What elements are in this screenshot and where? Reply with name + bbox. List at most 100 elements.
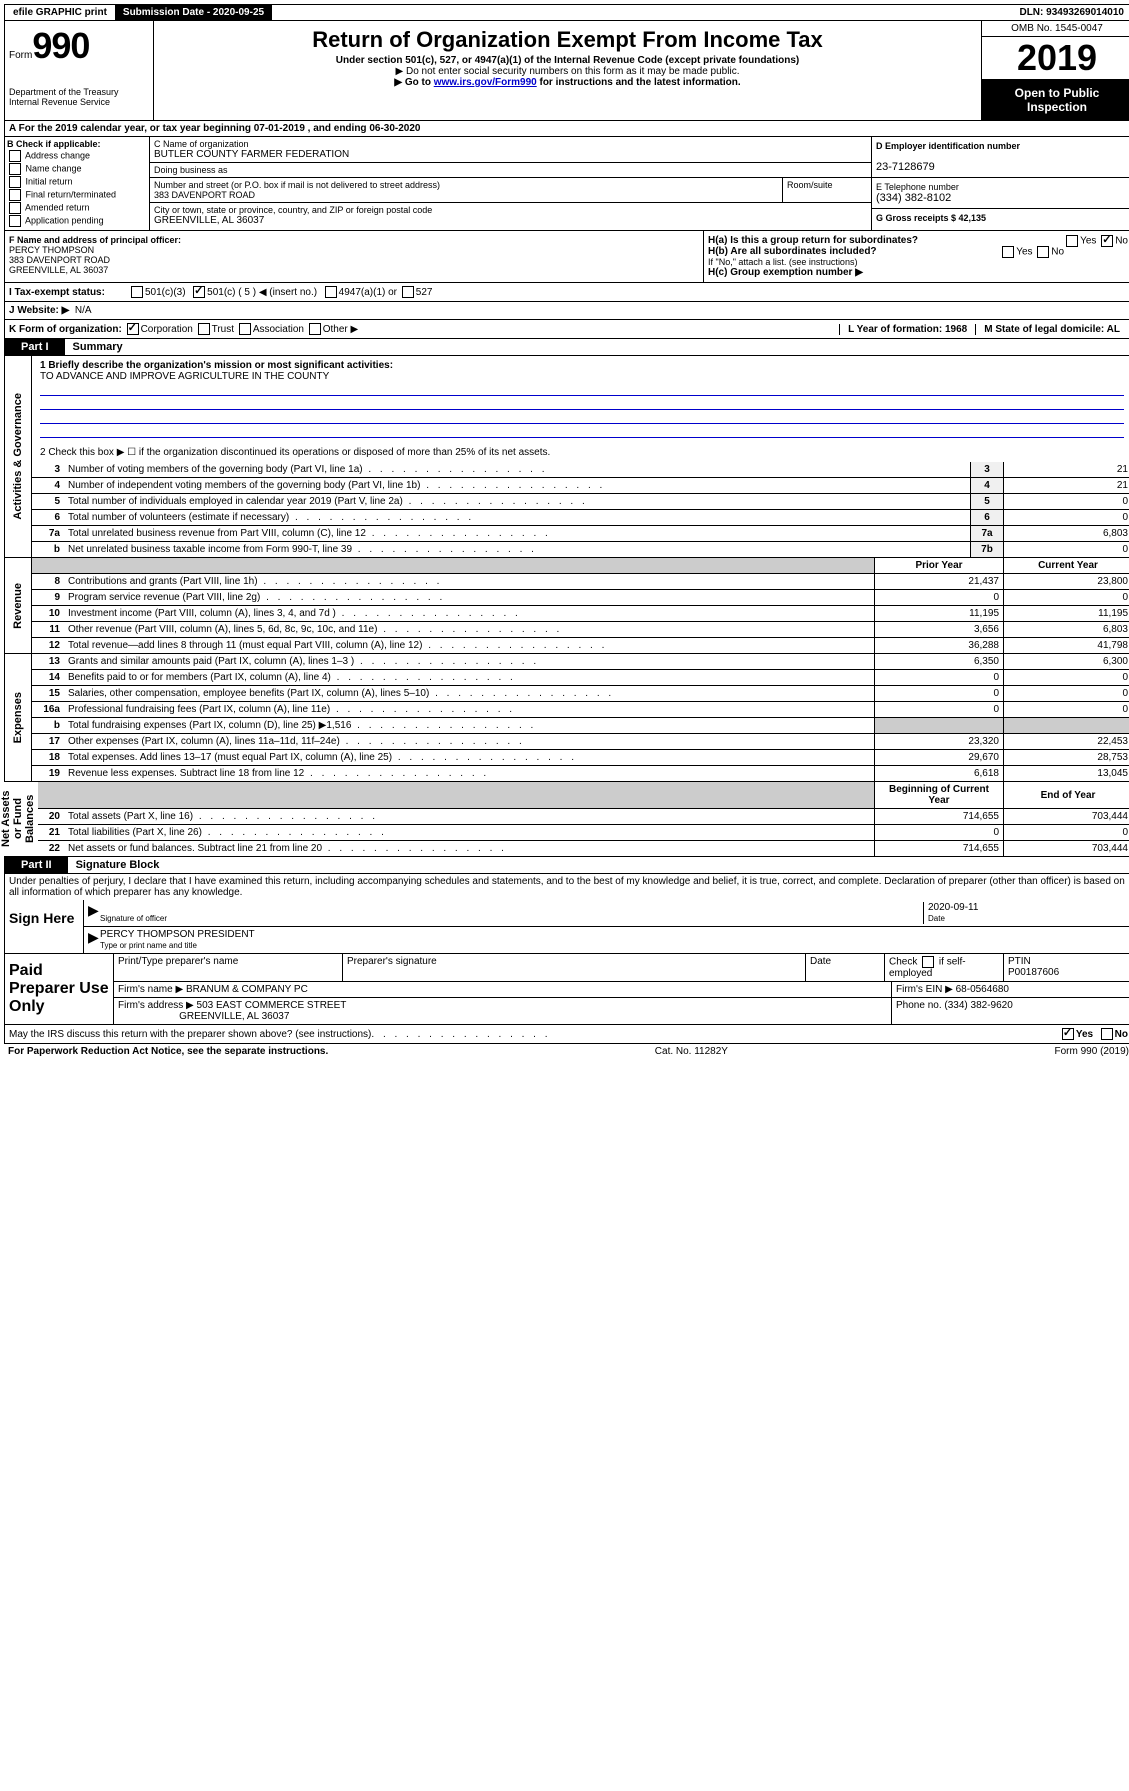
ptin-value: P00187606 bbox=[1008, 967, 1059, 978]
side-expenses: Expenses bbox=[10, 688, 26, 747]
check-corp[interactable] bbox=[127, 323, 139, 335]
note-2-pre: ▶ Go to bbox=[394, 77, 433, 88]
prep-sig-label: Preparer's signature bbox=[343, 954, 806, 981]
discuss-row: May the IRS discuss this return with the… bbox=[4, 1025, 1129, 1044]
footer-left: For Paperwork Reduction Act Notice, see … bbox=[8, 1046, 328, 1057]
firm-city: GREENVILLE, AL 36037 bbox=[179, 1011, 289, 1022]
firm-name: BRANUM & COMPANY PC bbox=[186, 984, 308, 995]
firm-name-label: Firm's name ▶ bbox=[118, 984, 183, 995]
sig-name-label: Type or print name and title bbox=[100, 941, 197, 950]
form-header: Form990 Department of the Treasury Inter… bbox=[4, 21, 1129, 121]
c-label: C Name of organization bbox=[154, 139, 249, 149]
form-subtitle: Under section 501(c), 527, or 4947(a)(1)… bbox=[158, 55, 977, 66]
open-public-badge: Open to Public Inspection bbox=[982, 80, 1129, 120]
top-bar: efile GRAPHIC print Submission Date - 20… bbox=[4, 4, 1129, 21]
dept-label: Department of the Treasury Internal Reve… bbox=[9, 87, 149, 107]
l-label: L Year of formation: 1968 bbox=[839, 324, 975, 335]
ha-yes[interactable] bbox=[1066, 235, 1078, 247]
klm-row: K Form of organization: Corporation Trus… bbox=[4, 320, 1129, 339]
discuss-no[interactable] bbox=[1101, 1028, 1113, 1040]
part-i-title: Summary bbox=[65, 339, 131, 355]
governance-section: Activities & Governance 1 Briefly descri… bbox=[4, 356, 1129, 558]
check-self-employed[interactable] bbox=[922, 956, 934, 968]
check-assoc[interactable] bbox=[239, 323, 251, 335]
net-assets-table: Beginning of Current YearEnd of Year20 T… bbox=[32, 782, 1129, 856]
check-amended[interactable] bbox=[9, 202, 21, 214]
col-b-title: B Check if applicable: bbox=[7, 139, 101, 149]
efile-label[interactable]: efile GRAPHIC print bbox=[5, 5, 115, 20]
ein: 23-7128679 bbox=[876, 161, 935, 173]
check-501c[interactable] bbox=[193, 286, 205, 298]
check-final[interactable] bbox=[9, 189, 21, 201]
e-label: E Telephone number bbox=[876, 182, 959, 192]
footer-right: Form 990 (2019) bbox=[1055, 1046, 1129, 1057]
check-527[interactable] bbox=[402, 286, 414, 298]
hc-label: H(c) Group exemption number ▶ bbox=[708, 267, 1128, 278]
page-footer: For Paperwork Reduction Act Notice, see … bbox=[4, 1044, 1129, 1059]
expenses-table: 13 Grants and similar amounts paid (Part… bbox=[32, 654, 1129, 781]
city-label: City or town, state or province, country… bbox=[154, 205, 432, 215]
hb-note: If "No," attach a list. (see instruction… bbox=[708, 257, 1128, 267]
ptin-label: PTIN bbox=[1008, 956, 1031, 967]
part-ii-tab: Part II bbox=[5, 857, 68, 873]
submission-button[interactable]: Submission Date - 2020-09-25 bbox=[115, 5, 272, 20]
irs-link[interactable]: www.irs.gov/Form990 bbox=[434, 77, 537, 88]
website-value: N/A bbox=[75, 305, 92, 316]
tax-year: 2019 bbox=[982, 37, 1129, 80]
firm-phone-label: Phone no. bbox=[896, 1000, 942, 1011]
paid-label: Paid Preparer Use Only bbox=[5, 954, 114, 1024]
revenue-section: Revenue Prior YearCurrent Year8 Contribu… bbox=[4, 558, 1129, 654]
part-i-header: Part I Summary bbox=[4, 339, 1129, 356]
check-4947[interactable] bbox=[325, 286, 337, 298]
q1-label: 1 Briefly describe the organization's mi… bbox=[40, 360, 1124, 371]
sig-date: 2020-09-11 bbox=[928, 902, 978, 913]
side-governance: Activities & Governance bbox=[10, 389, 26, 524]
side-revenue: Revenue bbox=[10, 579, 26, 633]
f-label: F Name and address of principal officer: bbox=[9, 235, 181, 245]
sig-name: PERCY THOMPSON PRESIDENT bbox=[100, 929, 255, 940]
part-ii-title: Signature Block bbox=[68, 857, 168, 873]
org-city: GREENVILLE, AL 36037 bbox=[154, 215, 264, 226]
sig-date-label: Date bbox=[928, 914, 945, 923]
check-initial[interactable] bbox=[9, 176, 21, 188]
ha-no[interactable] bbox=[1101, 235, 1113, 247]
prep-name-label: Print/Type preparer's name bbox=[114, 954, 343, 981]
sign-here-label: Sign Here bbox=[5, 900, 84, 953]
check-trust[interactable] bbox=[198, 323, 210, 335]
addr-label: Number and street (or P.O. box if mail i… bbox=[154, 180, 440, 190]
m-label: M State of legal domicile: AL bbox=[975, 324, 1128, 335]
prep-date-label: Date bbox=[806, 954, 885, 981]
hb-yes[interactable] bbox=[1002, 246, 1014, 258]
row-a: A For the 2019 calendar year, or tax yea… bbox=[4, 121, 1129, 137]
revenue-table: Prior YearCurrent Year8 Contributions an… bbox=[32, 558, 1129, 653]
discuss-q: May the IRS discuss this return with the… bbox=[9, 1029, 371, 1040]
firm-addr: 503 EAST COMMERCE STREET bbox=[197, 1000, 347, 1011]
q2-label: 2 Check this box ▶ ☐ if the organization… bbox=[32, 443, 1129, 462]
q1-value: TO ADVANCE AND IMPROVE AGRICULTURE IN TH… bbox=[40, 371, 1124, 382]
hb-no[interactable] bbox=[1037, 246, 1049, 258]
sig-officer-label: Signature of officer bbox=[100, 914, 167, 923]
d-label: D Employer identification number bbox=[876, 141, 1020, 151]
firm-phone: (334) 382-9620 bbox=[944, 1000, 1012, 1011]
check-pending[interactable] bbox=[9, 215, 21, 227]
ha-label: H(a) Is this a group return for subordin… bbox=[708, 235, 918, 246]
paid-preparer-block: Paid Preparer Use Only Print/Type prepar… bbox=[4, 954, 1129, 1025]
note-1: ▶ Do not enter social security numbers o… bbox=[158, 66, 977, 77]
form-title: Return of Organization Exempt From Incom… bbox=[158, 27, 977, 53]
expenses-section: Expenses 13 Grants and similar amounts p… bbox=[4, 654, 1129, 782]
check-address[interactable] bbox=[9, 150, 21, 162]
check-name[interactable] bbox=[9, 163, 21, 175]
fg-row: F Name and address of principal officer:… bbox=[4, 231, 1129, 283]
website-row: J Website: ▶ N/A bbox=[4, 302, 1129, 320]
note-2-post: for instructions and the latest informat… bbox=[537, 77, 741, 88]
signature-block: Under penalties of perjury, I declare th… bbox=[4, 874, 1129, 954]
firm-ein: 68-0564680 bbox=[956, 984, 1009, 995]
tax-status-row: I Tax-exempt status: 501(c)(3) 501(c) ( … bbox=[4, 283, 1129, 302]
check-501c3[interactable] bbox=[131, 286, 143, 298]
sig-declaration: Under penalties of perjury, I declare th… bbox=[5, 874, 1129, 900]
discuss-yes[interactable] bbox=[1062, 1028, 1074, 1040]
omb-number: OMB No. 1545-0047 bbox=[982, 21, 1129, 37]
check-other[interactable] bbox=[309, 323, 321, 335]
side-net: Net Assets or Fund Balances bbox=[0, 782, 38, 856]
part-ii-header: Part II Signature Block bbox=[4, 857, 1129, 874]
